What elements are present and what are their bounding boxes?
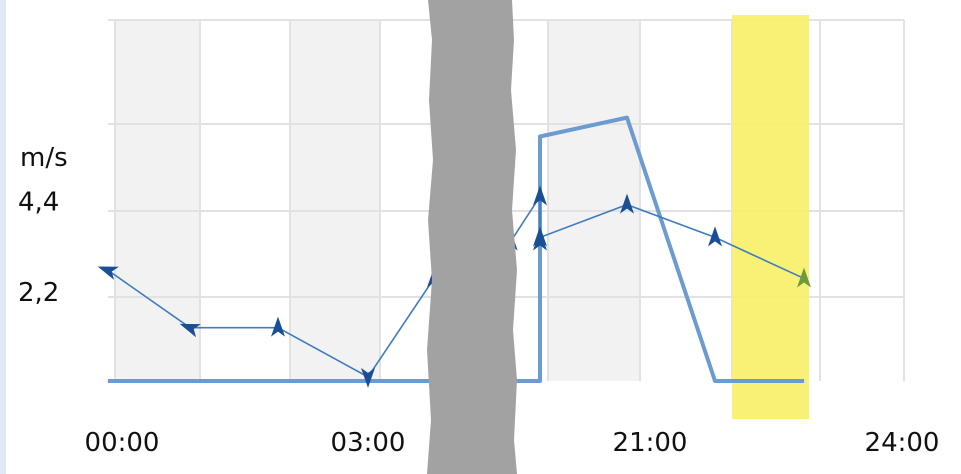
axis-labels: m/s 4,4 2,2 00:00 03:00 21:00 24:00	[18, 143, 939, 458]
thick-line-point-8	[626, 117, 628, 119]
wind-direction-arrow-12	[708, 226, 722, 247]
background-bands	[115, 20, 640, 381]
x-tick-label-3: 24:00	[865, 428, 940, 458]
thick-line-point-9	[714, 380, 716, 382]
thick-line-point-10	[803, 380, 805, 382]
left-frame-border	[0, 0, 6, 474]
background-band-1	[290, 20, 380, 381]
wind-direction-arrow-2	[271, 316, 285, 337]
wind-direction-arrow-0	[97, 266, 119, 280]
y-unit-label: m/s	[20, 143, 68, 173]
occluder	[427, 0, 517, 474]
grey-occluder-strip	[427, 0, 517, 474]
thick-line-point-0	[107, 380, 109, 382]
wind-direction-arrow-1	[179, 323, 201, 338]
wind-direction-arrow-13	[797, 267, 811, 288]
yellow-highlight-band	[732, 15, 809, 419]
highlight-band	[732, 15, 809, 419]
x-tick-label-1: 03:00	[331, 428, 406, 458]
wind-direction-arrow-3	[361, 367, 375, 388]
wind-direction-arrow-8	[533, 185, 547, 206]
background-band-0	[115, 20, 200, 381]
thick-line-point-7	[539, 136, 541, 138]
wind-direction-arrow-11	[620, 193, 634, 214]
thick-line-point-6	[539, 380, 541, 382]
series-thick-path	[108, 115, 804, 383]
y-tick-label-0: 4,4	[18, 188, 59, 218]
y-tick-label-1: 2,2	[18, 278, 59, 308]
wind-direction-arrow-10	[533, 226, 547, 247]
x-tick-label-2: 21:00	[613, 428, 688, 458]
x-tick-label-0: 00:00	[85, 428, 160, 458]
